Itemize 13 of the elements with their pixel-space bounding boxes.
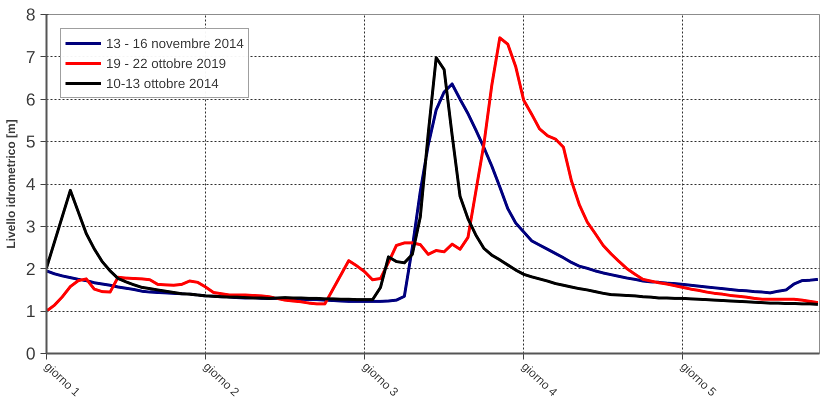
y-tick-label: 8 — [26, 4, 36, 24]
legend-label: 13 - 16 novembre 2014 — [106, 36, 244, 50]
y-tick-label: 0 — [26, 344, 36, 364]
y-tick-label: 4 — [26, 174, 36, 194]
y-tick-label: 6 — [26, 89, 36, 110]
y-tick-label: 3 — [26, 216, 36, 236]
y-tick-label: 5 — [26, 132, 36, 152]
legend-label: 19 - 22 ottobre 2019 — [106, 56, 226, 70]
y-tick-label: 2 — [26, 258, 36, 279]
y-tick-label: 1 — [26, 301, 36, 322]
legend-label: 10-13 ottobre 2014 — [106, 76, 219, 90]
y-tick-label: 7 — [26, 46, 36, 67]
y-axis-title: Livello idrometrico [m] — [4, 119, 18, 249]
